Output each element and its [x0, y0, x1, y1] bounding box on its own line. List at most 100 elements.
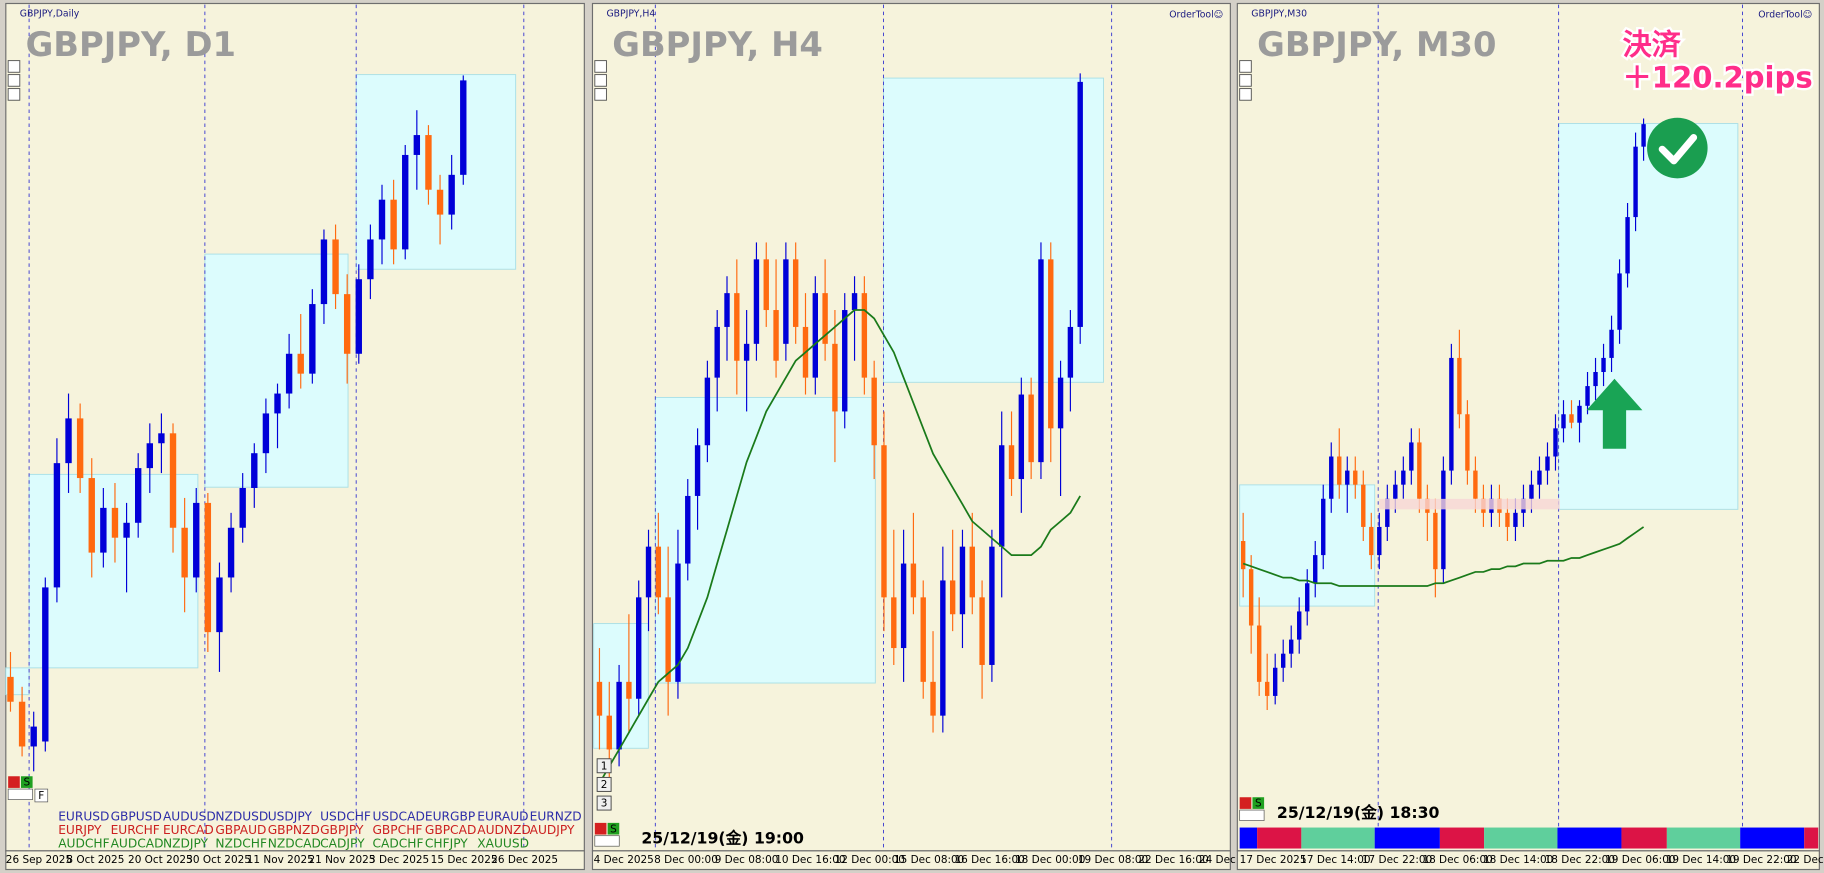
symbol-link[interactable]: USDCHF — [320, 810, 371, 824]
candle-body — [1553, 428, 1558, 457]
symbol-link[interactable]: EURNZD — [530, 810, 582, 824]
candle-body — [704, 377, 711, 446]
candle-body — [181, 527, 188, 578]
date-label: 24 Dec — [1199, 854, 1236, 866]
candle-body — [949, 580, 956, 615]
candle-body — [227, 527, 235, 578]
date-label: 11 Nov 2025 — [247, 854, 314, 866]
candle-body — [1297, 611, 1302, 640]
scroll-button[interactable] — [594, 74, 607, 87]
close-button[interactable] — [1239, 797, 1252, 809]
timeframe-button-label: 1 — [601, 760, 608, 772]
candle-body — [42, 587, 49, 742]
candle-body — [204, 502, 212, 633]
scroll-button[interactable] — [594, 60, 607, 73]
candle-body — [193, 502, 200, 578]
symbol-link[interactable]: EURJPY — [58, 823, 102, 837]
date-axis-strip — [1236, 850, 1820, 871]
candle-body — [1048, 259, 1054, 429]
symbol-link[interactable]: NZDJPY — [163, 836, 209, 850]
mode-button[interactable] — [1239, 809, 1265, 821]
symbol-link[interactable]: CADCHF — [372, 836, 423, 850]
date-label: 19 Dec 14:00 — [1666, 854, 1736, 866]
symbol-link[interactable]: XAUUSD — [477, 836, 529, 850]
chart-title: GBPJPY, D1 — [26, 25, 236, 64]
date-label: 21 Nov 2025 — [308, 854, 375, 866]
symbol-link[interactable]: USDJPY — [268, 810, 313, 824]
chart-tab-label: GBPJPY,H4 — [606, 8, 655, 19]
timestamp: 25/12/19(金) 18:30 — [1277, 803, 1440, 822]
candle-body — [832, 343, 838, 412]
scroll-button[interactable] — [594, 88, 607, 101]
symbol-link[interactable]: NZDCHF — [215, 836, 267, 850]
symbol-link[interactable]: EURAUD — [477, 810, 528, 824]
chart-tab-label: GBPJPY,M30 — [1251, 8, 1307, 19]
sell-button[interactable] — [1252, 797, 1265, 809]
symbol-link[interactable]: AUDCAD — [111, 836, 164, 850]
symbol-link[interactable]: GBPCHF — [372, 823, 422, 837]
timeframe-button[interactable] — [596, 758, 612, 774]
scroll-button[interactable] — [1239, 74, 1252, 87]
symbol-link[interactable]: EURGBP — [425, 810, 475, 824]
timeframe-button[interactable] — [596, 795, 612, 811]
symbol-link[interactable]: GBPCAD — [425, 823, 476, 837]
symbol-link[interactable]: CHFJPY — [425, 836, 468, 850]
candle-body — [1305, 583, 1310, 612]
candle-body — [655, 546, 662, 598]
candle-body — [1272, 667, 1278, 696]
symbol-link[interactable]: NZDUSD — [215, 810, 268, 824]
symbol-link[interactable]: GBPUSD — [111, 810, 162, 824]
f-button[interactable] — [34, 788, 49, 803]
candle-body — [1337, 456, 1342, 485]
candle-body — [606, 715, 612, 750]
candle-body — [1585, 386, 1590, 406]
candle-body — [30, 726, 37, 747]
scroll-button[interactable] — [7, 74, 21, 87]
date-label: 9 Dec 08:00 — [715, 854, 779, 866]
symbol-link[interactable]: AUDJPY — [530, 823, 575, 837]
mode-button[interactable] — [7, 788, 33, 800]
order-tool-label[interactable]: OrderTool☺ — [1758, 10, 1812, 21]
symbol-link[interactable]: GBPAUD — [215, 823, 266, 837]
symbol-link[interactable]: USDCAD — [372, 810, 424, 824]
symbol-link[interactable]: AUDUSD — [163, 810, 216, 824]
scroll-button[interactable] — [1239, 88, 1252, 101]
scroll-button[interactable] — [7, 60, 21, 73]
candle-body — [1018, 394, 1025, 480]
timeframe-button[interactable] — [596, 776, 612, 792]
scroll-button[interactable] — [7, 88, 21, 101]
symbol-link[interactable]: CADJPY — [320, 836, 365, 850]
close-button[interactable] — [8, 776, 20, 788]
timestamp: 25/12/19(金) 19:00 — [641, 829, 804, 848]
symbol-link[interactable]: GBPNZD — [268, 823, 320, 837]
sell-button[interactable] — [20, 776, 33, 788]
candle-body — [930, 681, 936, 716]
symbol-link[interactable]: GBPJPY — [320, 823, 364, 837]
candle-body — [1329, 456, 1334, 499]
candle-body — [626, 681, 632, 699]
candle-body — [1028, 394, 1034, 463]
symbol-link[interactable]: EURUSD — [58, 810, 109, 824]
candle-body — [596, 681, 603, 716]
scroll-button[interactable] — [1239, 60, 1252, 73]
mode-button[interactable] — [594, 835, 620, 847]
sell-button-label: S — [23, 777, 30, 789]
date-label: 22 Dec 0 — [1787, 854, 1824, 866]
candle-body — [616, 681, 622, 750]
sell-button[interactable] — [607, 822, 620, 835]
symbol-link[interactable]: EURCHF — [111, 823, 160, 837]
candle-body — [969, 546, 975, 598]
candle-body — [285, 353, 293, 394]
chart-title: GBPJPY, M30 — [1257, 25, 1496, 64]
candle-body — [685, 495, 691, 564]
symbol-link[interactable]: AUDCHF — [58, 836, 109, 850]
symbol-link[interactable]: AUDNZD — [477, 823, 531, 837]
candle-body — [1561, 414, 1566, 429]
date-label: 20 Oct 2025 — [128, 854, 193, 866]
moving-average — [598, 309, 1081, 784]
symbol-link[interactable]: NZDCAD — [268, 836, 321, 850]
symbol-link[interactable]: EURCAD — [163, 823, 214, 837]
order-tool-label[interactable]: OrderTool☺ — [1169, 10, 1223, 21]
session-strip — [1804, 827, 1819, 849]
close-button[interactable] — [594, 822, 607, 835]
